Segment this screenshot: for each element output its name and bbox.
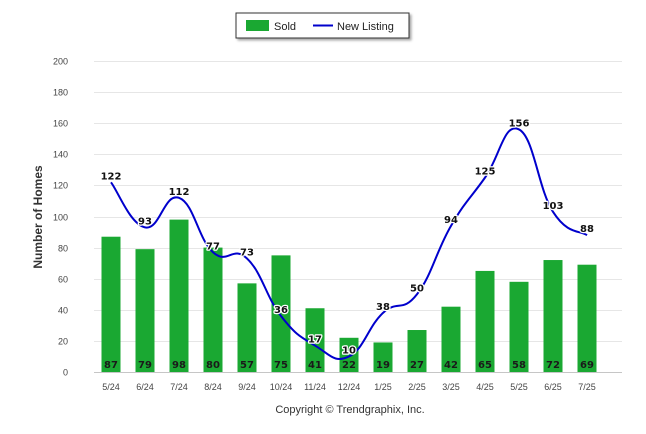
x-tick-label: 3/25 xyxy=(442,382,460,392)
y-tick-label: 80 xyxy=(58,244,68,254)
sold-bar-label: 72 xyxy=(546,360,560,371)
sold-bar xyxy=(237,283,257,372)
x-tick-label: 1/25 xyxy=(374,382,392,392)
y-tick-label: 120 xyxy=(53,181,68,191)
new-listing-label-halo: 38 xyxy=(376,302,390,313)
new-listing-labels: 1221229393112112777773733636171710103838… xyxy=(99,117,595,358)
new-listing-label-halo: 93 xyxy=(138,216,152,227)
sold-bar-label: 87 xyxy=(104,360,118,371)
sold-bar-label: 69 xyxy=(580,360,594,371)
new-listing-label-halo: 122 xyxy=(101,171,122,182)
new-listing-label: 38 xyxy=(376,302,390,313)
x-tick-label: 7/24 xyxy=(170,382,188,392)
new-listing-label-halo: 10 xyxy=(342,345,356,356)
new-listing-label-halo: 77 xyxy=(206,241,220,252)
new-listing-label: 103 xyxy=(543,201,564,212)
sold-bar-label: 19 xyxy=(376,360,390,371)
new-listing-label-halo: 112 xyxy=(169,187,190,198)
new-listing-label-halo: 36 xyxy=(274,305,288,316)
y-tick-label: 140 xyxy=(53,150,68,160)
y-tick-label: 40 xyxy=(58,306,68,316)
new-listing-label: 122 xyxy=(101,171,122,182)
legend: Sold New Listing xyxy=(235,12,410,39)
x-tick-label: 6/25 xyxy=(544,382,562,392)
x-tick-label: 5/25 xyxy=(510,382,528,392)
new-listing-line xyxy=(110,127,588,361)
x-tick-label: 12/24 xyxy=(338,382,361,392)
new-listing-label: 36 xyxy=(274,305,288,316)
x-tick-label: 6/24 xyxy=(136,382,154,392)
new-listing-label-halo: 50 xyxy=(410,283,424,294)
new-listing-label: 73 xyxy=(240,247,254,258)
legend-sold-swatch xyxy=(246,20,269,31)
sold-bar xyxy=(135,249,155,372)
y-tick-label: 100 xyxy=(53,213,68,223)
sold-bar xyxy=(101,236,121,372)
new-listing-label: 156 xyxy=(509,118,530,129)
new-listing-label: 10 xyxy=(342,345,356,356)
new-listing-label-halo: 94 xyxy=(444,215,458,226)
new-listing-label-halo: 156 xyxy=(509,118,530,129)
y-tick-label: 0 xyxy=(63,368,68,378)
sold-bar-label: 57 xyxy=(240,360,254,371)
sold-bars xyxy=(101,219,597,372)
y-tick-label: 160 xyxy=(53,119,68,129)
new-listing-label: 94 xyxy=(444,215,458,226)
x-tick-label: 11/24 xyxy=(304,382,326,392)
new-listing-label-halo: 88 xyxy=(580,224,594,235)
x-tick-label: 7/25 xyxy=(578,382,596,392)
x-tick-label: 5/24 xyxy=(102,382,120,392)
sold-bar-label: 42 xyxy=(444,360,458,371)
new-listing-label: 112 xyxy=(169,187,190,198)
sold-bar-label: 22 xyxy=(342,360,356,371)
sold-bar-label: 27 xyxy=(410,360,424,371)
y-tick-labels: 0 20 40 60 80 100 120 140 160 180 200 xyxy=(53,57,68,378)
sold-bar-labels: 87 79 98 80 57 75 41 22 19 27 42 65 58 72 69 xyxy=(104,360,594,371)
sold-bar-label: 80 xyxy=(206,360,220,371)
sold-bar-label: 41 xyxy=(308,360,322,371)
sold-bar xyxy=(271,255,291,372)
sold-bar-label: 65 xyxy=(478,360,492,371)
y-tick-label: 200 xyxy=(53,57,68,67)
new-listing-label: 93 xyxy=(138,216,152,227)
sold-bar xyxy=(339,337,359,372)
new-listing-label: 50 xyxy=(410,283,424,294)
sold-bar-label: 58 xyxy=(512,360,526,371)
sold-bar-label: 98 xyxy=(172,360,186,371)
new-listing-label-halo: 17 xyxy=(308,335,322,346)
y-tick-label: 20 xyxy=(58,337,68,347)
y-tick-label: 180 xyxy=(53,88,68,98)
sold-bar-label: 79 xyxy=(138,360,152,371)
sold-bar xyxy=(475,270,495,372)
x-tick-label: 8/24 xyxy=(204,382,222,392)
sold-bar xyxy=(169,219,189,372)
sold-bar xyxy=(543,260,563,372)
copyright-footer: Copyright © Trendgraphix, Inc. xyxy=(275,404,424,416)
new-listing-label: 17 xyxy=(308,335,322,346)
sold-bar xyxy=(305,308,325,372)
new-listing-label: 125 xyxy=(475,167,496,178)
x-tick-labels: 5/24 6/24 7/24 8/24 9/24 10/24 11/24 12/24 1/25 2… xyxy=(102,382,596,392)
sold-bar xyxy=(577,264,597,372)
sold-bar xyxy=(509,281,529,372)
x-tick-label: 9/24 xyxy=(238,382,256,392)
new-listing-label: 88 xyxy=(580,224,594,235)
sold-bar-label: 75 xyxy=(274,360,288,371)
legend-sold-label: Sold xyxy=(274,21,296,33)
x-tick-label: 2/25 xyxy=(408,382,426,392)
x-tick-label: 4/25 xyxy=(476,382,494,392)
y-axis-label: Number of Homes xyxy=(31,165,45,269)
sold-bar xyxy=(203,247,223,372)
sold-bar xyxy=(407,330,427,372)
y-tick-label: 60 xyxy=(58,275,68,285)
x-tick-label: 10/24 xyxy=(270,382,293,392)
legend-new-listing-label: New Listing xyxy=(337,21,394,33)
new-listing-label-halo: 103 xyxy=(543,201,564,212)
new-listing-label: 77 xyxy=(206,241,220,252)
new-listing-label-halo: 73 xyxy=(240,247,254,258)
sold-bar xyxy=(373,342,393,372)
new-listing-label-halo: 125 xyxy=(475,167,496,178)
sold-bar xyxy=(441,306,461,372)
